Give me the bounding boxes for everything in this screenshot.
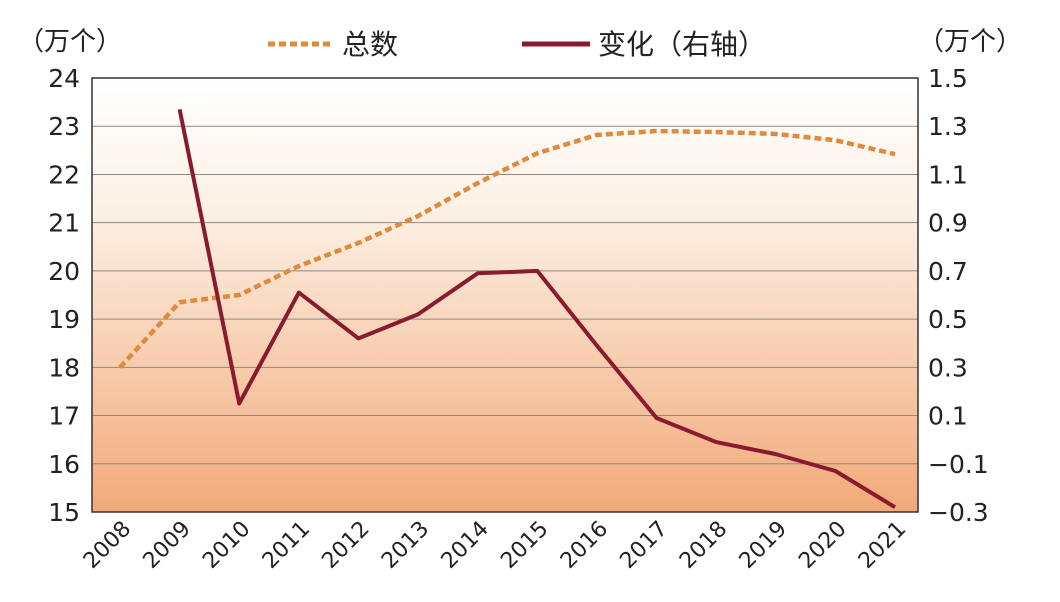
left-tick-label: 24	[48, 64, 80, 93]
right-tick-label: 0.9	[928, 209, 968, 238]
x-tick-label: 2009	[139, 517, 196, 574]
x-tick-label: 2019	[735, 517, 792, 574]
x-tick-label: 2020	[794, 517, 851, 574]
right-tick-label: 0.1	[928, 402, 968, 431]
left-tick-label: 15	[48, 498, 80, 527]
right-tick-label: −0.1	[928, 450, 989, 479]
left-tick-label: 20	[48, 257, 80, 286]
left-tick-label: 18	[48, 353, 80, 382]
right-tick-label: −0.3	[928, 498, 989, 527]
right-tick-label: 1.1	[928, 160, 968, 189]
left-tick-label: 17	[48, 402, 80, 431]
x-tick-label: 2014	[437, 517, 494, 574]
right-tick-label: 0.7	[928, 257, 968, 286]
right-tick-label: 1.5	[928, 64, 968, 93]
left-tick-label: 22	[48, 160, 80, 189]
x-tick-label: 2018	[675, 517, 732, 574]
legend-label-total: 总数	[342, 28, 398, 61]
x-tick-label: 2008	[79, 517, 136, 574]
x-tick-label: 2012	[317, 517, 374, 574]
x-tick-label: 2013	[377, 517, 434, 574]
right-tick-label: 1.3	[928, 112, 968, 141]
left-tick-label: 23	[48, 112, 80, 141]
x-tick-label: 2017	[616, 517, 673, 574]
x-tick-label: 2010	[198, 517, 255, 574]
legend-label-change: 变化（右轴）	[598, 28, 766, 61]
left-unit-label: （万个）	[18, 27, 122, 57]
x-tick-label: 2011	[258, 517, 315, 574]
x-tick-label: 2016	[556, 517, 613, 574]
legend: 总数 变化（右轴）	[268, 28, 766, 61]
right-unit-label: （万个）	[918, 27, 1022, 57]
left-tick-label: 16	[48, 450, 80, 479]
x-tick-label: 2015	[496, 517, 553, 574]
right-tick-label: 0.5	[928, 305, 968, 334]
left-tick-label: 21	[48, 209, 80, 238]
right-tick-label: 0.3	[928, 353, 968, 382]
x-tick-label: 2021	[854, 517, 911, 574]
left-tick-label: 19	[48, 305, 80, 334]
